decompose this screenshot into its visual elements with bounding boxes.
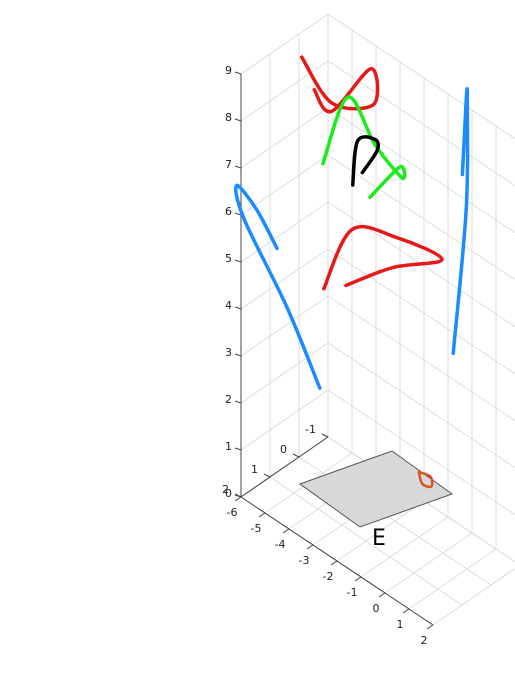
x-tick-mark <box>354 576 362 582</box>
wall-gridline-z <box>240 201 329 263</box>
x-tick-mark <box>306 544 314 550</box>
wall-gridline-z <box>240 389 329 451</box>
wall-gridline-z <box>327 295 515 422</box>
wall-gridline-z <box>327 342 515 469</box>
x-tick-label: -2 <box>323 570 334 583</box>
orange-trajectory <box>417 470 434 489</box>
x-tick-mark <box>282 528 290 534</box>
wall-gridline-z <box>327 107 515 234</box>
z-tick-label: 8 <box>225 111 232 124</box>
z-tick-label: 9 <box>225 64 232 77</box>
wall-gridline-z <box>327 154 515 281</box>
wall-gridline-z <box>240 342 329 404</box>
z-tick-label: 2 <box>225 393 232 406</box>
x-tick-label: -4 <box>275 538 286 551</box>
x-tick-label: -1 <box>347 586 358 599</box>
wall-gridline-z <box>240 248 329 310</box>
z-tick-mark <box>234 71 242 75</box>
wall-gridline-z <box>327 13 515 140</box>
x-tick-label: -6 <box>227 506 238 519</box>
floor-gridline-x <box>432 567 515 626</box>
x-tick-mark <box>258 512 266 518</box>
plane-layer <box>298 450 454 528</box>
projection-plane <box>298 450 454 528</box>
x-tick-mark <box>402 608 410 614</box>
red-trajectory <box>299 55 380 114</box>
y-tick-mark <box>263 473 271 478</box>
y-axis-line <box>240 436 329 498</box>
wall-gridline-z <box>327 389 515 516</box>
wall-gridline-z <box>240 295 329 357</box>
floor-gridline-x <box>408 548 497 610</box>
blue-trajectory <box>451 87 470 356</box>
wall-gridline-z <box>240 107 329 169</box>
black-trajectory <box>350 135 380 187</box>
floor-gridline-x <box>360 516 449 578</box>
floor-gridline-x <box>336 500 425 562</box>
wall-gridline-z <box>240 60 329 122</box>
x-tick-label: -5 <box>251 522 262 535</box>
z-tick-label: 1 <box>225 440 232 453</box>
wall-gridline-z <box>327 248 515 375</box>
x-tick-label: 2 <box>421 634 428 647</box>
x-tick-mark <box>378 592 386 598</box>
wall-gridline-z <box>327 60 515 187</box>
x-tick-mark <box>234 496 242 502</box>
green-trajectory <box>321 95 407 200</box>
x-tick-mark <box>330 560 338 566</box>
z-tick-mark <box>234 212 242 216</box>
z-tick-mark <box>234 118 242 122</box>
curve-layer <box>233 55 470 489</box>
z-tick-mark <box>234 447 242 451</box>
red-trajectory <box>322 224 444 291</box>
z-tick-mark <box>234 400 242 404</box>
z-tick-label: 3 <box>225 346 232 359</box>
x-tick-mark <box>426 624 434 630</box>
z-tick-mark <box>234 259 242 263</box>
wall-gridline-z <box>327 201 515 328</box>
y-tick-label: 2 <box>222 483 229 496</box>
x-tick-label: -3 <box>299 554 310 567</box>
z-tick-mark <box>234 494 242 498</box>
x-tick-label: 1 <box>397 618 404 631</box>
x-tick-label: 0 <box>373 602 380 615</box>
y-tick-label: 1 <box>251 463 258 476</box>
z-tick-label: 7 <box>225 158 232 171</box>
y-tick-mark <box>292 453 300 458</box>
floor-gridline-x <box>384 532 473 594</box>
floor-gridline-y <box>269 476 463 606</box>
z-tick-label: 5 <box>225 252 232 265</box>
y-tick-mark <box>321 433 329 438</box>
wall-gridline-z <box>240 13 329 75</box>
z-tick-mark <box>234 353 242 357</box>
z-tick-label: 0 <box>225 487 232 500</box>
z-tick-label: 4 <box>225 299 232 312</box>
z-tick-mark <box>234 165 242 169</box>
z-tick-mark <box>234 306 242 310</box>
y-tick-label: 0 <box>280 443 287 456</box>
blue-trajectory <box>233 183 322 390</box>
y-tick-label: -1 <box>305 423 316 436</box>
z-tick-label: 6 <box>225 205 232 218</box>
plane-label: E <box>372 526 386 551</box>
